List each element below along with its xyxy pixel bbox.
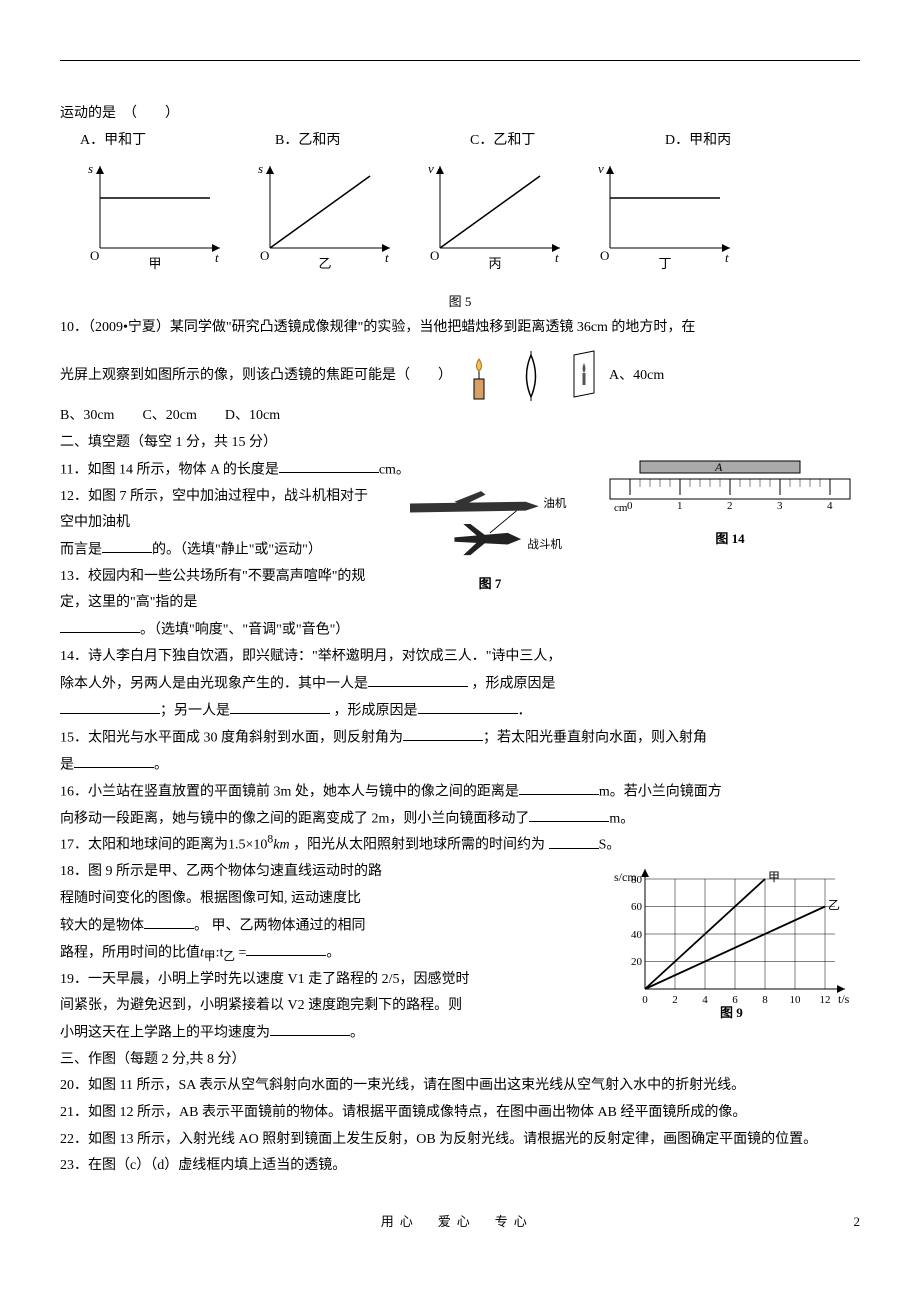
q15: 15．太阳光与水平面成 30 度角斜射到水面，则反射角为；若太阳光垂直射向水面，… xyxy=(60,725,860,779)
graph-jia-caption: 甲 xyxy=(80,252,230,277)
svg-text:60: 60 xyxy=(631,901,643,913)
q9-stem: 运动的是 （ ） xyxy=(60,101,860,128)
graph-ding-caption: 丁 xyxy=(590,252,740,277)
svg-text:s: s xyxy=(88,161,93,176)
q10-stem2: 光屏上观察到如图所示的像，则该凸透镜的焦距可能是（ ） xyxy=(60,369,452,384)
q17: 17．太阳和地球间的距离为1.5×108km ，阳光从太阳照射到地球所需的时间约… xyxy=(60,832,860,859)
q9-graphs: s t O 甲 s t O 乙 v t O xyxy=(80,158,860,288)
svg-text:v: v xyxy=(598,161,604,176)
svg-text:0: 0 xyxy=(627,500,633,512)
svg-text:12: 12 xyxy=(820,994,831,1006)
fig14-caption: 图 14 xyxy=(600,527,860,552)
q10-line3: B、30cm C、20cm D、10cm xyxy=(60,403,860,430)
q9-opt-a: A．甲和丁 xyxy=(80,128,275,155)
svg-text:4: 4 xyxy=(702,994,708,1006)
svg-text:乙: 乙 xyxy=(828,898,840,912)
svg-text:8: 8 xyxy=(762,994,768,1006)
svg-text:油机: 油机 xyxy=(543,496,567,510)
q10-line2: 光屏上观察到如图所示的像，则该凸透镜的焦距可能是（ ） A、40cm xyxy=(60,349,860,403)
q9-options: A．甲和丁 B．乙和丙 C．乙和丁 D．甲和丙 xyxy=(60,128,860,155)
graph-bing-caption: 丙 xyxy=(420,252,570,277)
svg-text:s: s xyxy=(258,161,263,176)
footer-text: 用心 爱心 专心 xyxy=(381,1214,533,1229)
q22: 22．如图 13 所示，入射光线 AO 照射到镜面上发生反射，OB 为反射光线。… xyxy=(60,1127,860,1154)
svg-text:1: 1 xyxy=(677,500,683,512)
svg-text:cm: cm xyxy=(614,502,628,514)
svg-text:图 9: 图 9 xyxy=(720,1005,743,1019)
svg-text:2: 2 xyxy=(672,994,678,1006)
q14: 14．诗人李白月下独自饮酒，即兴赋诗："举杯邀明月，对饮成三人．"诗中三人， 除… xyxy=(60,644,860,725)
q23: 23．在图（c）（d）虚线框内填上适当的透镜。 xyxy=(60,1153,860,1180)
page-footer: 用心 爱心 专心 2 xyxy=(60,1210,860,1235)
svg-text:10: 10 xyxy=(790,994,802,1006)
q20: 20．如图 11 所示，SA 表示从空气斜射向水面的一束光线，请在图中画出这束光… xyxy=(60,1073,860,1100)
q21: 21．如图 12 所示，AB 表示平面镜前的物体。请根据平面镜成像特点，在图中画… xyxy=(60,1100,860,1127)
graph-yi-caption: 乙 xyxy=(250,252,400,277)
svg-text:0: 0 xyxy=(642,994,648,1006)
q9-opt-b: B．乙和丙 xyxy=(275,128,470,155)
candle-icon xyxy=(462,349,496,403)
top-rule xyxy=(60,60,860,61)
q10-line1: 10．（2009•宁夏）某同学做"研究凸透镜成像规律"的实验，当他把蜡烛移到距离… xyxy=(60,315,860,342)
svg-text:80: 80 xyxy=(631,874,643,886)
svg-text:v: v xyxy=(428,161,434,176)
q9-opt-c: C．乙和丁 xyxy=(470,128,665,155)
fig7-caption: 图 7 xyxy=(390,572,590,597)
fig5-caption: 图 5 xyxy=(60,290,860,315)
fig7-planes: 油机 战斗机 图 7 xyxy=(390,484,590,614)
svg-text:20: 20 xyxy=(631,956,643,968)
q9-opt-d: D．甲和丙 xyxy=(665,128,860,155)
fig14-ruler: A cm 0 1 2 3 4 图 14 xyxy=(600,457,860,517)
svg-text:40: 40 xyxy=(631,929,643,941)
page-number: 2 xyxy=(854,1210,861,1235)
lens-icon xyxy=(514,349,548,403)
svg-text:t/s: t/s xyxy=(838,992,850,1006)
svg-text:甲: 甲 xyxy=(768,870,780,884)
svg-text:3: 3 xyxy=(777,500,783,512)
q10-opt-a: A、40cm xyxy=(609,369,664,384)
svg-text:2: 2 xyxy=(727,500,733,512)
section3-title: 三、作图（每题 2 分,共 8 分） xyxy=(60,1047,860,1074)
svg-text:A: A xyxy=(714,460,723,474)
screen-icon xyxy=(566,349,600,403)
svg-text:4: 4 xyxy=(827,500,833,512)
q10-icons xyxy=(462,349,600,403)
svg-text:战斗机: 战斗机 xyxy=(527,537,562,551)
fig9-chart: 甲 乙 s/cm 80604020 0246 81012 t/s 图 9 xyxy=(610,859,860,1039)
section2-title: 二、填空题（每空 1 分，共 15 分） xyxy=(60,430,860,457)
q16: 16．小兰站在竖直放置的平面镜前 3m 处，她本人与镜中的像之间的距离是m。若小… xyxy=(60,779,860,833)
